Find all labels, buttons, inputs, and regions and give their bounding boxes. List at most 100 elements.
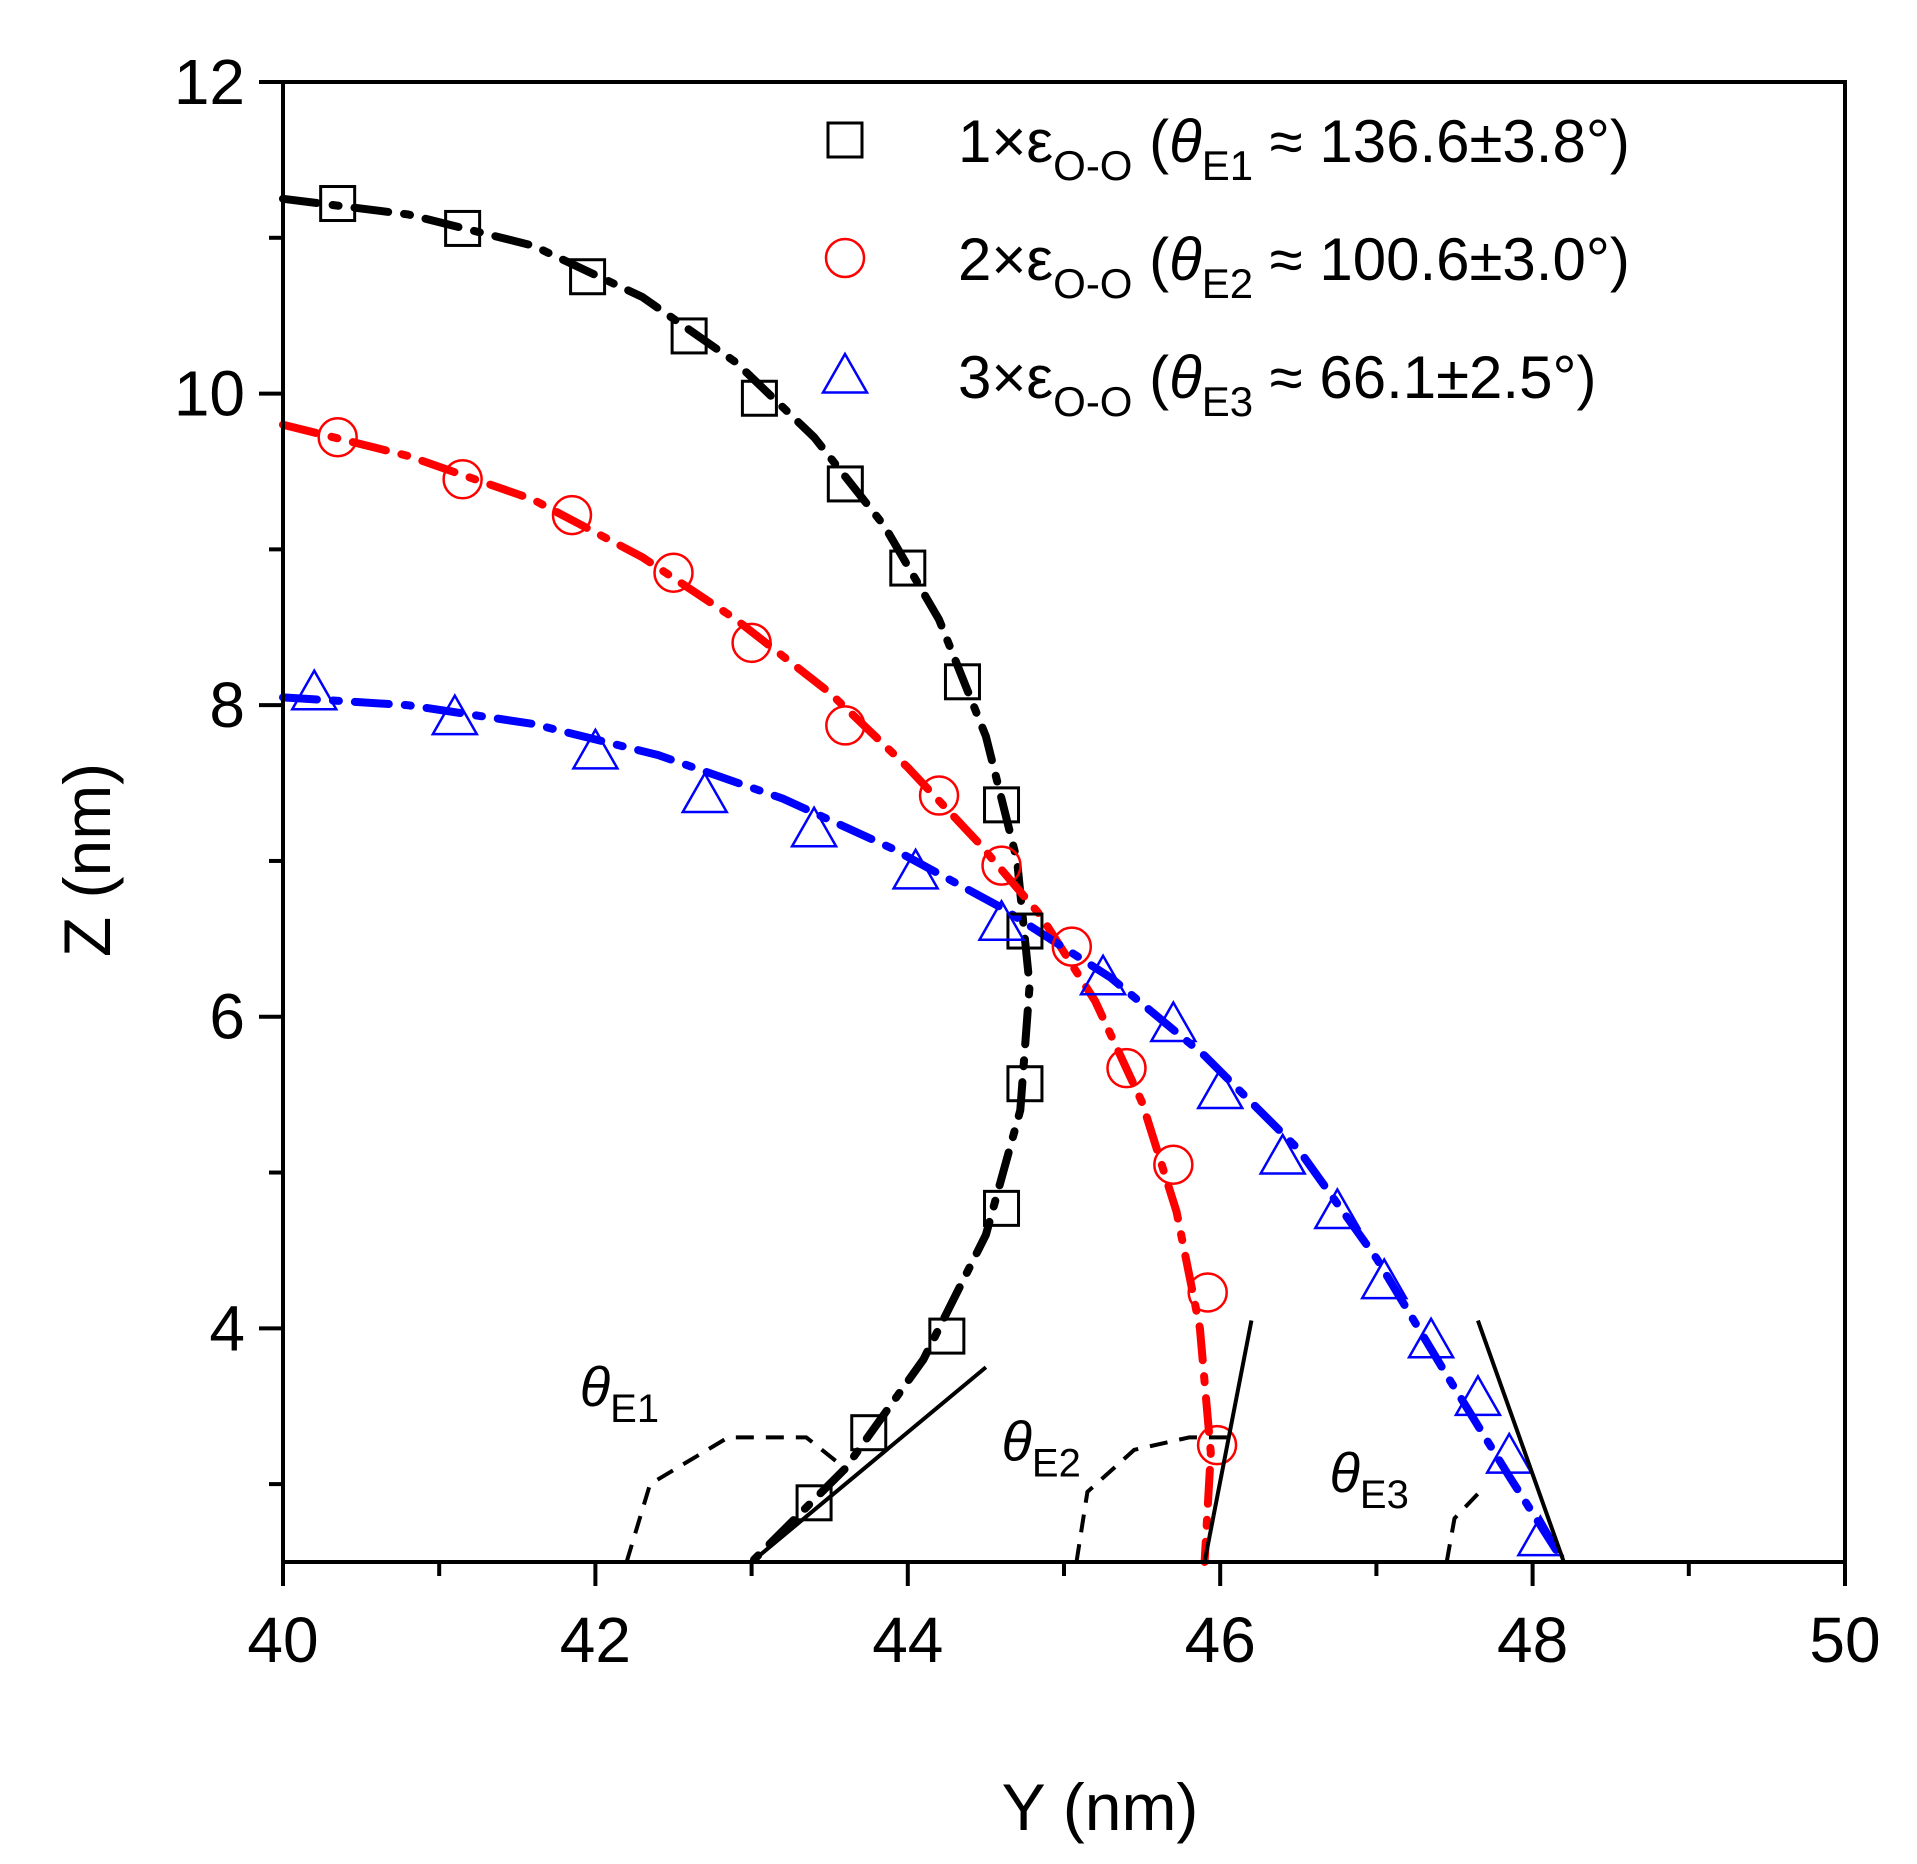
x-tick-label: 44: [872, 1604, 943, 1676]
data-point-triangle: [1453, 1373, 1503, 1417]
fit-curves: [279, 194, 1568, 1566]
data-point-square: [850, 1414, 888, 1452]
y-tick-label: 12: [174, 46, 245, 118]
data-point-square: [319, 185, 357, 223]
angle-arc-2: [1074, 1435, 1228, 1563]
x-axis-label: Y (nm): [1002, 1770, 1199, 1844]
legend-marker-square: [826, 121, 864, 159]
data-point-triangle: [1516, 1514, 1565, 1557]
legend-paren: (: [1132, 108, 1169, 175]
legend-paren: (: [1132, 226, 1169, 293]
data-point-triangle: [1485, 1431, 1534, 1474]
legend-theta-subscript: E1: [1202, 142, 1253, 189]
data-point-circle: [981, 845, 1022, 886]
data-point-triangle: [290, 668, 339, 711]
data-point-square: [569, 258, 607, 296]
data-point-square: [943, 663, 981, 701]
angle-arc-3: [1444, 1487, 1485, 1563]
data-point-circle: [551, 494, 593, 536]
tangent-line-2: [1202, 1320, 1254, 1563]
legend-label-3: 3×εO-O (θE3 ≈ 66.1±2.5°): [958, 344, 1596, 425]
data-point-triangle: [1078, 953, 1128, 996]
y-axis-label: Z (nm): [50, 763, 124, 957]
data-point-circle: [731, 622, 772, 664]
data-point-circle: [1106, 1047, 1147, 1089]
data-point-triangle: [789, 805, 839, 848]
data-point-circle: [653, 552, 694, 593]
legend-theta: θ: [1169, 344, 1202, 411]
data-point-circle: [442, 459, 483, 500]
y-tick-label: 10: [174, 358, 245, 430]
theta-symbol: θ: [1002, 1410, 1032, 1473]
theta-symbol: θ: [1330, 1441, 1360, 1504]
data-point-square: [670, 317, 708, 355]
x-tick-label: 50: [1809, 1604, 1880, 1676]
data-point-triangle: [1258, 1132, 1307, 1175]
legend-prefix: 1×ε: [958, 108, 1053, 175]
data-point-triangle: [680, 770, 729, 814]
data-point-square: [1006, 912, 1044, 950]
theta-symbol: θ: [580, 1355, 610, 1418]
theta-subscript: E3: [1360, 1473, 1409, 1517]
data-point-square: [983, 786, 1021, 824]
data-point-circle: [918, 775, 960, 816]
legend-prefix: 2×ε: [958, 226, 1053, 293]
data-point-triangle: [1149, 1000, 1198, 1043]
data-point-square: [444, 209, 482, 247]
data-point-triangle: [430, 693, 479, 736]
data-point-circle: [1187, 1272, 1228, 1313]
data-point-triangle: [1360, 1257, 1409, 1300]
y-tick-label: 8: [209, 669, 245, 741]
legend-value: ≈ 100.6±3.0°): [1253, 226, 1630, 293]
data-point-triangle: [1406, 1316, 1456, 1359]
x-tick-label: 46: [1185, 1604, 1256, 1676]
x-tick-label: 48: [1497, 1604, 1568, 1676]
y-tick-label: 6: [209, 981, 245, 1053]
legend-subscript: O-O: [1053, 142, 1132, 189]
legend-marker-circle: [824, 237, 866, 279]
data-point-circle: [1153, 1144, 1194, 1185]
legend-theta-subscript: E3: [1202, 378, 1253, 425]
angle-arc-1: [624, 1435, 847, 1563]
legend-value: ≈ 136.6±3.8°): [1253, 108, 1630, 175]
x-tick-label: 40: [247, 1604, 318, 1676]
data-point-circle: [825, 705, 866, 746]
data-point-square: [928, 1317, 966, 1355]
data-point-square: [740, 379, 778, 417]
legend-subscript: O-O: [1053, 260, 1132, 307]
fit-curve-1: [279, 194, 1034, 1566]
tangent-line-1: [750, 1365, 988, 1564]
data-point-circle: [317, 416, 358, 458]
theta-subscript: E2: [1032, 1442, 1081, 1486]
legend-label-1: 1×εO-O (θE1 ≈ 136.6±3.8°): [958, 108, 1630, 189]
data-point-triangle: [1196, 1066, 1245, 1110]
legend-subscript: O-O: [1053, 378, 1132, 425]
fit-curve-2: [279, 420, 1215, 1566]
legend-paren: (: [1132, 344, 1169, 411]
data-point-square: [983, 1189, 1021, 1227]
fit-curve-3: [279, 693, 1568, 1566]
legend-theta-subscript: E2: [1202, 260, 1253, 307]
data-point-circle: [1051, 926, 1093, 967]
data-point-triangle: [1313, 1186, 1362, 1230]
data-markers: [290, 185, 1565, 1557]
legend-prefix: 3×ε: [958, 344, 1053, 411]
legend-theta: θ: [1169, 226, 1202, 293]
legend-label-2: 2×εO-O (θE2 ≈ 100.6±3.0°): [958, 226, 1630, 307]
theta-subscript: E1: [610, 1387, 659, 1431]
data-point-square: [1006, 1065, 1044, 1103]
y-tick-label: 4: [209, 1292, 245, 1364]
data-point-triangle: [977, 898, 1026, 942]
data-point-square: [795, 1484, 833, 1522]
angle-label-3: θE3: [1330, 1441, 1409, 1517]
data-point-square: [826, 465, 864, 503]
data-point-square: [889, 549, 927, 587]
x-tick-label: 42: [560, 1604, 631, 1676]
tangent-line-3: [1476, 1319, 1566, 1563]
legend-value: ≈ 66.1±2.5°): [1253, 344, 1596, 411]
data-point-circle: [1196, 1424, 1238, 1466]
legend: 1×εO-O (θE1 ≈ 136.6±3.8°)2×εO-O (θE2 ≈ 1…: [820, 108, 1630, 425]
